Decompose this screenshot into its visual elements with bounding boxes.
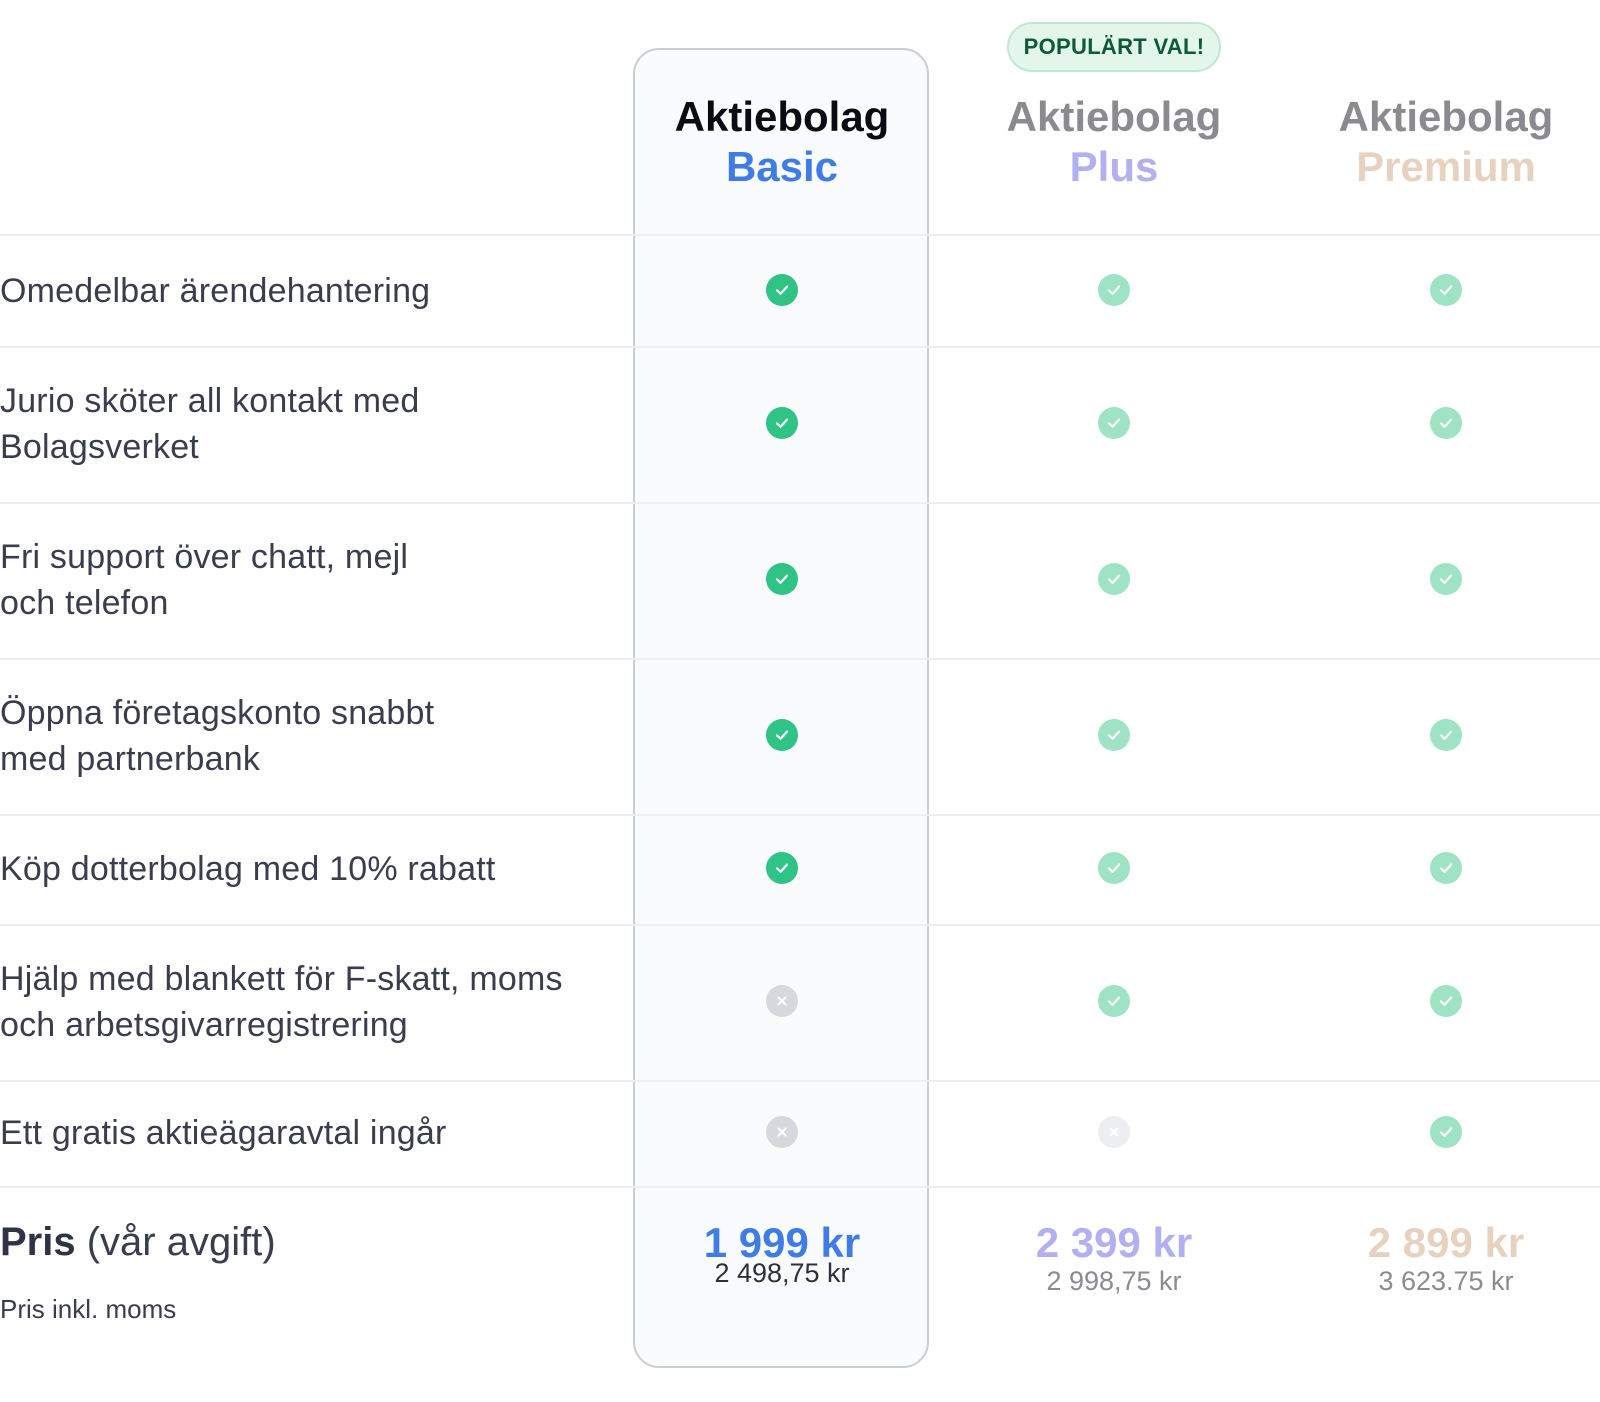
check-icon [766,719,798,751]
feature-cell-premium [1281,1080,1600,1184]
plan-price-incl-vat-basic: 2 498,75 kr [714,1258,850,1288]
row-divider [0,502,1600,504]
check-icon [1430,852,1462,884]
plan-price-incl-vat-premium: 3 623.75 kr [1378,1266,1514,1296]
plan-price-plus: 2 399 kr [1035,1219,1193,1266]
plan-header-premium[interactable]: Aktiebolag Premium [1281,92,1600,192]
plan-price-incl-vat-plus: 2 998,75 kr [1046,1266,1182,1296]
feature-label: Ett gratis aktieägaravtal ingår [0,1080,610,1186]
plan-tier-name: Premium [1356,143,1536,190]
plan-tier-name: Plus [1069,143,1159,190]
popular-badge: POPULÄRT VAL! [1007,22,1221,72]
plan-header-plus[interactable]: Aktiebolag Plus [949,92,1279,192]
feature-cell-premium [1281,658,1600,812]
feature-cell-plus [949,1080,1279,1184]
cross-icon [766,1116,798,1148]
feature-label-text: Jurio sköter all kontakt med Bolagsverke… [0,382,420,466]
feature-label-text: Köp dotterbolag med 10% rabatt [0,850,496,888]
feature-label-text: Hjälp med blankett för F-skatt, moms och… [0,960,563,1044]
check-icon [1098,852,1130,884]
plan-tier-name: Basic [725,143,839,190]
feature-cell-plus [949,814,1279,922]
price-subtitle: Pris inkl. moms [0,1294,177,1324]
check-icon [1098,274,1130,306]
check-icon [1430,274,1462,306]
row-divider [0,814,1600,816]
feature-cell-basic [617,924,947,1078]
row-divider [0,346,1600,348]
check-icon [1430,407,1462,439]
plan-kind: Aktiebolag [1006,93,1222,140]
feature-label: Hjälp med blankett för F-skatt, moms och… [0,924,610,1080]
check-icon [766,563,798,595]
plan-header-basic[interactable]: Aktiebolag Basic [617,92,947,192]
feature-cell-basic [617,1080,947,1184]
check-icon [1430,563,1462,595]
feature-cell-basic [617,814,947,922]
feature-cell-plus [949,658,1279,812]
feature-cell-premium [1281,814,1600,922]
plan-price-basic: 1 999 kr [703,1219,861,1266]
selected-plan-column[interactable] [633,48,929,1368]
check-icon [1098,563,1130,595]
feature-cell-basic [617,346,947,500]
cross-icon [766,985,798,1017]
feature-cell-premium [1281,236,1600,344]
plan-kind: Aktiebolag [1338,93,1554,140]
feature-cell-premium [1281,924,1600,1078]
check-icon [1098,719,1130,751]
feature-cell-basic [617,236,947,344]
feature-cell-basic [617,502,947,656]
feature-label: Omedelbar ärendehantering [0,236,610,346]
check-icon [766,274,798,306]
feature-label: Fri support över chatt, mejl och telefon [0,502,610,658]
check-icon [1430,1116,1462,1148]
check-icon [766,852,798,884]
cross-icon [1098,1116,1130,1148]
row-divider [0,658,1600,660]
row-divider [0,1080,1600,1082]
row-divider [0,234,1600,236]
feature-cell-plus [949,924,1279,1078]
check-icon [766,407,798,439]
price-title-rest: (vår avgift) [75,1220,276,1264]
feature-cell-premium [1281,502,1600,656]
price-title: Pris (vår avgift) [0,1216,276,1268]
check-icon [1430,719,1462,751]
check-icon [1098,985,1130,1017]
check-icon [1430,985,1462,1017]
feature-label-text: Fri support över chatt, mejl och telefon [0,538,409,622]
feature-label-text: Omedelbar ärendehantering [0,272,431,310]
check-icon [1098,407,1130,439]
feature-cell-basic [617,658,947,812]
row-divider [0,1186,1600,1188]
feature-cell-plus [949,502,1279,656]
feature-label: Köp dotterbolag med 10% rabatt [0,814,610,924]
feature-label-text: Ett gratis aktieägaravtal ingår [0,1114,447,1152]
plan-price-premium: 2 899 kr [1367,1219,1525,1266]
price-title-bold: Pris [0,1220,76,1264]
feature-cell-premium [1281,346,1600,500]
row-divider [0,924,1600,926]
feature-cell-plus [949,236,1279,344]
feature-label: Öppna företagskonto snabbt med partnerba… [0,658,610,814]
feature-cell-plus [949,346,1279,500]
feature-label-text: Öppna företagskonto snabbt med partnerba… [0,694,435,778]
feature-label: Jurio sköter all kontakt med Bolagsverke… [0,346,610,502]
plan-kind: Aktiebolag [674,93,890,140]
